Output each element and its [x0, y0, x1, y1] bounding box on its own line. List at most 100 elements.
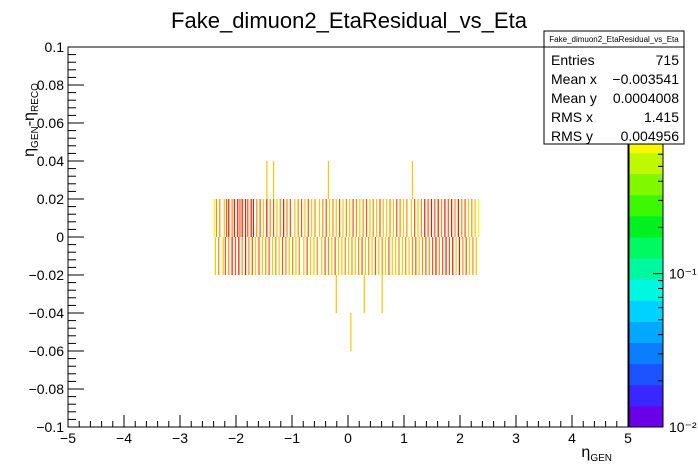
heatmap-bin [285, 237, 287, 275]
heatmap-bin [324, 237, 326, 275]
heatmap-bin [432, 237, 434, 275]
heatmap-bin [381, 275, 383, 313]
heatmap-bin [275, 237, 277, 275]
heatmap-bin [281, 237, 284, 275]
stats-value: −0.003541 [612, 71, 679, 87]
heatmap-bin [250, 199, 252, 237]
heatmap-bin [374, 237, 377, 275]
heatmap-bin [359, 199, 361, 237]
heatmap-bin [222, 237, 224, 275]
y-tick-label: −0.06 [29, 343, 65, 359]
palette-swatch [629, 194, 663, 217]
x-tick-label: −4 [116, 430, 132, 446]
heatmap-bin [396, 199, 398, 237]
x-tick-label: −5 [60, 430, 76, 446]
x-tick-label: 4 [568, 430, 576, 446]
heatmap-bin [286, 199, 288, 237]
heatmap-bin [399, 199, 401, 237]
y-tick-label: 0.06 [37, 115, 64, 131]
palette-swatch [629, 173, 663, 196]
heatmap-bin [241, 237, 243, 275]
heatmap-bin [278, 237, 280, 275]
heatmap-bin [244, 199, 247, 237]
x-tick-label: −2 [228, 430, 244, 446]
heatmap-bin [425, 237, 427, 275]
heatmap-bin [244, 237, 247, 275]
heatmap-bin [292, 237, 294, 275]
z-tick-label: 10⁻² [669, 419, 697, 435]
heatmap-bin [365, 199, 368, 237]
heatmap-bin [391, 237, 393, 275]
heatmap-bin [451, 199, 453, 237]
heatmap-bin [350, 313, 352, 351]
heatmap-bin [272, 199, 275, 237]
heatmap-bin [295, 237, 297, 275]
heatmap-bin [455, 237, 457, 275]
x-tick-label: −3 [172, 430, 188, 446]
heatmap-bin [454, 199, 456, 237]
heatmap-bin [447, 199, 449, 237]
y-tick-label: 0.04 [37, 153, 64, 169]
heatmap-bin [298, 237, 300, 275]
heatmap-bin [435, 237, 437, 275]
heatmap-bin [304, 199, 306, 237]
heatmap-bin [268, 237, 270, 275]
heatmap-bin [335, 199, 337, 237]
heatmap-bin [368, 237, 370, 275]
x-tick-label: 5 [624, 430, 632, 446]
heatmap-bin [331, 237, 333, 275]
x-axis: −5 −4 −3 −2 −1 0 1 2 3 4 5 [60, 415, 632, 446]
x-tick-label: 2 [456, 430, 464, 446]
heatmap-bin [381, 237, 383, 275]
palette-swatch [629, 152, 663, 175]
palette-swatch [629, 258, 663, 280]
y-tick-label: −0.1 [36, 419, 64, 435]
heatmap-bin [256, 199, 258, 237]
heatmap-bin [351, 237, 353, 275]
heatmap-bin [362, 199, 364, 237]
heatmap-bin [306, 237, 308, 275]
heatmap-bin [231, 199, 233, 237]
heatmap-bin [452, 237, 454, 275]
heatmap-bin [395, 237, 397, 275]
heatmap-bin [398, 237, 400, 275]
heatmap-bins [213, 161, 480, 351]
heatmap-bin [318, 199, 321, 237]
palette-swatch [629, 237, 663, 259]
heatmap-bin [309, 237, 312, 275]
heatmap-bin [355, 199, 358, 237]
y-axis: −0.1 −0.08 −0.06 −0.04 −0.02 0 0.02 0.04 0.06 0.0… [29, 39, 84, 435]
heatmap-bin [411, 237, 414, 275]
heatmap-bin [248, 237, 250, 275]
heatmap-bin [406, 199, 408, 237]
heatmap-bin [461, 199, 463, 237]
heatmap-bin [325, 199, 327, 237]
heatmap-bin [237, 199, 239, 237]
heatmap-bin [437, 199, 439, 237]
heatmap-bin [328, 199, 331, 237]
heatmap-bin [314, 199, 316, 237]
y-tick-label: −0.08 [29, 381, 65, 397]
heatmap-bin [427, 199, 429, 237]
heatmap-bin [344, 237, 346, 275]
heatmap-bin [313, 237, 315, 275]
heatmap-bin [341, 237, 343, 275]
palette-swatch [629, 321, 663, 344]
stats-label: Mean x [551, 71, 597, 87]
heatmap-bin [259, 199, 261, 237]
x-tick-label: 3 [512, 430, 520, 446]
stats-value: 715 [656, 52, 680, 68]
heatmap-bin [266, 199, 268, 237]
heatmap-bin [388, 237, 390, 275]
heatmap-bin [361, 237, 363, 275]
heatmap-bin [225, 199, 228, 237]
heatmap-bin [234, 237, 237, 275]
heatmap-bin [228, 199, 230, 237]
stats-name: Fake_dimuon2_EtaResidual_vs_Eta [549, 35, 679, 44]
y-tick-label: 0.02 [37, 191, 64, 207]
heatmap-bin [283, 199, 285, 237]
heatmap-bin [349, 199, 351, 237]
x-tick-label: 1 [400, 430, 408, 446]
palette-swatch [629, 363, 663, 386]
